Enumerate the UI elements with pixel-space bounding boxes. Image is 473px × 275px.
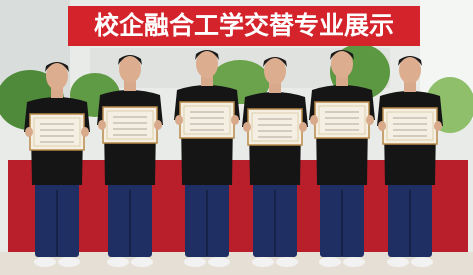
certificate — [383, 108, 437, 144]
page: 校企融合工学交替专业展示 (() => { const data = JSON.… — [0, 0, 473, 275]
certificate — [103, 107, 157, 143]
hand — [366, 115, 374, 125]
hand — [243, 122, 251, 132]
hand — [175, 115, 183, 125]
shoe — [276, 257, 298, 267]
shoe — [107, 257, 129, 267]
hand — [231, 115, 239, 125]
hand — [299, 122, 307, 132]
hand — [154, 120, 162, 130]
leg-gap — [56, 190, 58, 256]
shoe — [34, 257, 56, 267]
certificate — [315, 102, 369, 138]
shoe — [58, 257, 80, 267]
shoe — [252, 257, 274, 267]
shoe — [184, 257, 206, 267]
shoe — [411, 257, 433, 267]
banner-text: 校企融合工学交替专业展示 — [94, 11, 394, 40]
leg-gap — [206, 190, 208, 256]
hand — [378, 121, 386, 131]
leg-gap — [341, 190, 343, 256]
hand — [310, 115, 318, 125]
hand — [81, 127, 89, 137]
leg-gap — [409, 190, 411, 256]
hand — [25, 127, 33, 137]
shoe — [208, 257, 230, 267]
certificate — [248, 109, 302, 145]
shoe — [343, 257, 365, 267]
leg-gap — [274, 190, 276, 256]
leg-gap — [129, 190, 131, 256]
hand — [98, 120, 106, 130]
shoe — [387, 257, 409, 267]
shoe — [131, 257, 153, 267]
hand — [434, 121, 442, 131]
certificate — [30, 114, 84, 150]
certificate — [180, 102, 234, 138]
photo: 校企融合工学交替专业展示 — [0, 0, 473, 275]
shoe — [319, 257, 341, 267]
